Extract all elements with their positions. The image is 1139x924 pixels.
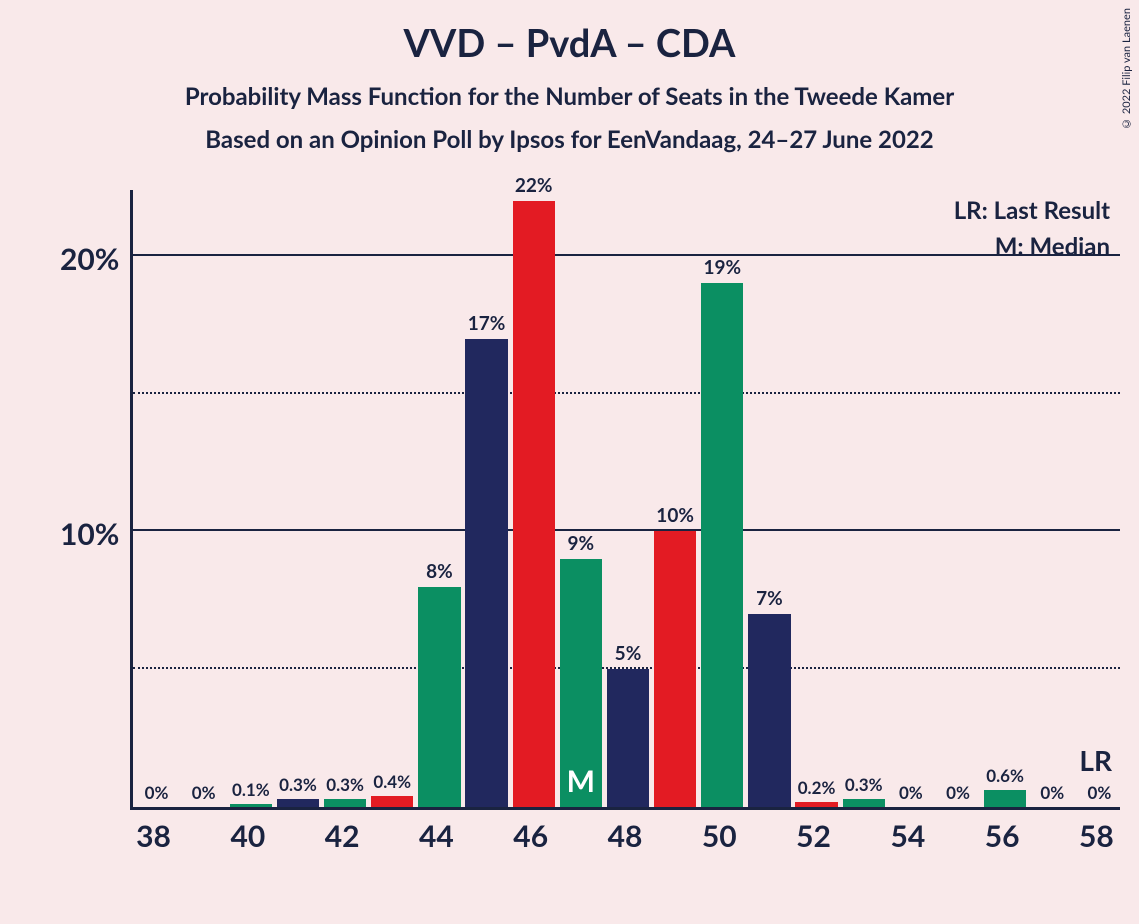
bar: 7% <box>748 614 790 807</box>
bar-value-label: 0% <box>890 782 932 803</box>
bar: 22% <box>513 201 555 807</box>
bar-value-label: 0.3% <box>277 774 319 795</box>
x-axis-label: 58 <box>1079 818 1114 854</box>
median-marker: M <box>560 763 602 799</box>
bar: 0.3% <box>277 799 319 807</box>
bar: 0.3% <box>843 799 885 807</box>
bars-layer: 0%0%0.1%0.3%0.3%0.4%8%17%22%9%M5%10%19%7… <box>133 190 1120 807</box>
x-axis-label: 38 <box>136 818 171 854</box>
bar: 0.3% <box>324 799 366 807</box>
plot-area: LR: Last Result M: Median 0%0%0.1%0.3%0.… <box>130 190 1120 810</box>
bar-value-label: 0.3% <box>842 774 884 795</box>
x-axis-label: 52 <box>796 818 831 854</box>
bar: 0.6% <box>984 790 1026 807</box>
bar-value-label: 0% <box>937 782 979 803</box>
bar-value-label: 0.3% <box>324 774 366 795</box>
bar-value-label: 7% <box>748 587 790 610</box>
x-axis-label: 40 <box>230 818 265 854</box>
y-axis-label: 20% <box>60 241 190 277</box>
lr-marker: LR <box>1079 743 1112 777</box>
bar-value-label: 0.2% <box>795 777 837 798</box>
bar: 8% <box>418 587 460 807</box>
bar-value-label: 5% <box>607 642 649 665</box>
bar-value-label: 0% <box>182 782 224 803</box>
bar-value-label: 0% <box>135 782 177 803</box>
bar: 9%M <box>560 559 602 807</box>
bar: 19% <box>701 283 743 807</box>
bar: 0.2% <box>795 802 837 808</box>
bar-value-label: 19% <box>701 256 743 279</box>
chart-title: VVD – PvdA – CDA <box>0 0 1139 66</box>
bar-value-label: 9% <box>560 532 602 555</box>
x-axis-label: 56 <box>985 818 1020 854</box>
bar-value-label: 0.4% <box>371 771 413 792</box>
bar: 0.1% <box>230 804 272 807</box>
bar-value-label: 10% <box>654 504 696 527</box>
bar-value-label: 0.1% <box>230 779 272 800</box>
chart-subtitle-1: Probability Mass Function for the Number… <box>0 66 1139 111</box>
chart-container: LR: Last Result M: Median 0%0%0.1%0.3%0.… <box>60 190 1120 870</box>
bar: 17% <box>465 339 507 807</box>
bar-value-label: 8% <box>418 560 460 583</box>
x-axis-label: 50 <box>702 818 737 854</box>
bar-value-label: 0% <box>1078 782 1120 803</box>
y-axis-label: 10% <box>60 516 190 552</box>
bar-value-label: 0% <box>1031 782 1073 803</box>
bar-value-label: 22% <box>512 174 554 197</box>
bar: 5% <box>607 669 649 807</box>
bar: 0.4% <box>371 796 413 807</box>
copyright-text: © 2022 Filip van Laenen <box>1120 8 1133 130</box>
x-axis-label: 44 <box>419 818 454 854</box>
x-axis-label: 48 <box>608 818 643 854</box>
chart-subtitle-2: Based on an Opinion Poll by Ipsos for Ee… <box>0 111 1139 154</box>
x-axis-label: 46 <box>513 818 548 854</box>
x-axis-label: 54 <box>890 818 925 854</box>
x-axis-label: 42 <box>325 818 360 854</box>
bar: 10% <box>654 531 696 807</box>
bar-value-label: 17% <box>465 312 507 335</box>
bar-value-label: 0.6% <box>984 765 1026 786</box>
